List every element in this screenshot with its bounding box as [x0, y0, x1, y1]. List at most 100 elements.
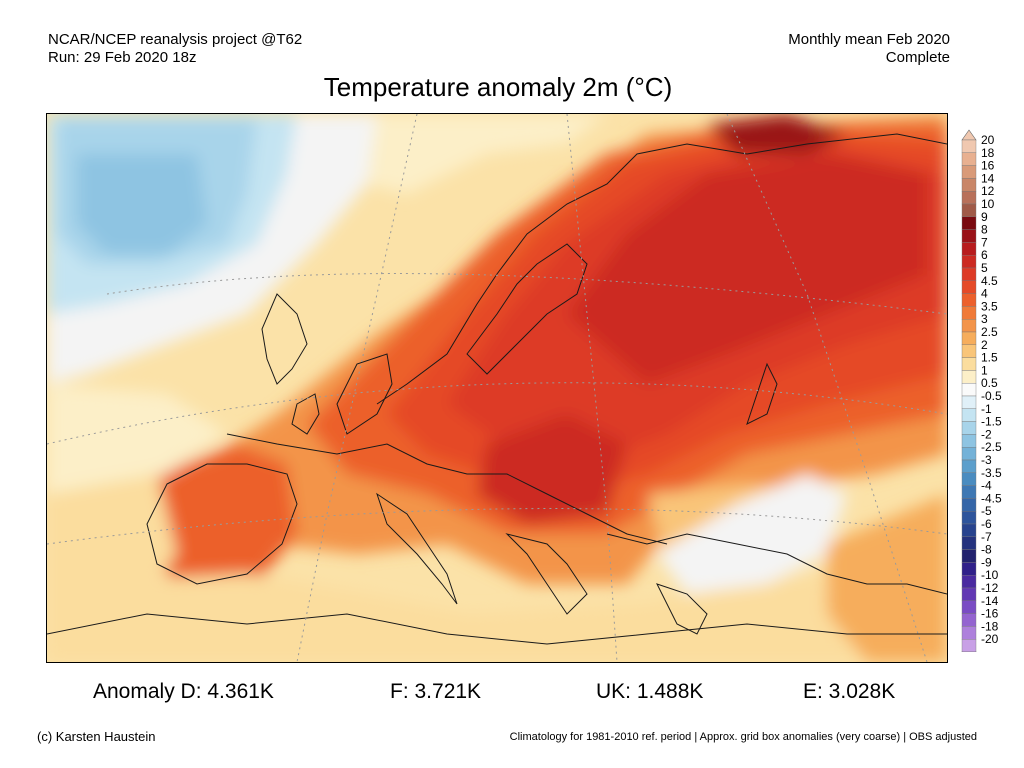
legend-tick-label: 18	[981, 146, 995, 160]
legend-swatch	[961, 178, 977, 192]
legend-tick-label: 8	[981, 223, 988, 237]
run-date-label: Run: 29 Feb 2020 18z	[48, 49, 197, 66]
anomaly-field	[47, 114, 947, 662]
color-scale-legend: 201816141210987654.543.532.521.510.5-0.5…	[961, 129, 1002, 652]
legend-swatch	[961, 357, 977, 371]
legend-swatch	[961, 229, 977, 243]
legend-swatch	[961, 267, 977, 282]
legend-tick-label: -2	[981, 427, 992, 441]
legend-tick-label: -5	[981, 504, 992, 518]
run-info: NCAR/NCEP reanalysis project @T62 Run: 2…	[48, 31, 302, 67]
legend-bands	[961, 129, 977, 652]
legend-tick-label: -9	[981, 555, 992, 569]
legend-tick-label: 1	[981, 363, 988, 377]
legend-swatch	[961, 152, 977, 166]
legend-tick-label: -12	[981, 581, 999, 595]
legend-tick-label: 2	[981, 338, 988, 352]
legend-tick-label: 7	[981, 235, 988, 249]
legend-swatch	[961, 587, 977, 602]
legend-tick-label: -2.5	[981, 440, 1002, 454]
legend-swatch	[961, 139, 977, 154]
legend-swatch	[961, 434, 977, 448]
stat-uk: UK: 1.488K	[596, 680, 704, 703]
legend-tick-label: -16	[981, 607, 999, 621]
stat-spain: E: 3.028K	[803, 680, 896, 703]
anomaly-map-svg	[47, 114, 947, 662]
legend-swatch	[961, 472, 977, 486]
period-info: Monthly mean Feb 2020 Complete	[788, 31, 950, 67]
coastlines	[47, 133, 947, 645]
legend-swatch	[961, 549, 977, 563]
legend-tick-label: 14	[981, 171, 995, 185]
legend-swatch	[961, 293, 977, 307]
legend-swatch	[961, 523, 977, 538]
legend-swatch	[961, 318, 977, 333]
legend-swatch	[961, 408, 977, 422]
credit-text: (c) Karsten Haustein	[37, 729, 156, 744]
legend-swatch	[961, 165, 977, 179]
legend-labels: 201816141210987654.543.532.521.510.5-0.5…	[981, 133, 1002, 646]
legend-tick-label: 12	[981, 184, 995, 198]
legend-swatch	[961, 639, 977, 652]
legend-swatch	[961, 562, 977, 576]
legend-tick-label: -14	[981, 594, 999, 608]
legend-tick-label: 20	[981, 133, 995, 147]
legend-tick-label: 10	[981, 197, 995, 211]
climatology-note: Climatology for 1981-2010 ref. period | …	[509, 731, 977, 743]
graticule	[47, 114, 947, 662]
period-label: Monthly mean Feb 2020	[788, 31, 950, 48]
legend-tick-label: -7	[981, 530, 992, 544]
legend-tick-label: 0.5	[981, 376, 998, 390]
legend-swatch	[961, 191, 977, 205]
legend-swatch	[961, 626, 977, 640]
legend-swatch	[961, 370, 977, 384]
legend-tick-label: 4	[981, 287, 988, 301]
legend-arrow-top	[961, 129, 977, 141]
legend-swatch	[961, 498, 977, 512]
dataset-label: NCAR/NCEP reanalysis project @T62	[48, 31, 303, 48]
legend-tick-label: -4	[981, 479, 992, 493]
legend-tick-label: 3	[981, 312, 988, 326]
legend-swatch	[961, 331, 977, 346]
legend-swatch	[961, 575, 977, 589]
anomaly-map	[46, 113, 948, 663]
legend-swatch	[961, 395, 977, 410]
stat-germany: Anomaly D: 4.361K	[93, 680, 274, 703]
legend-tick-label: 3.5	[981, 299, 998, 313]
legend-swatch	[961, 382, 977, 397]
legend-swatch	[961, 344, 977, 358]
legend-swatch	[961, 447, 977, 461]
stat-france: F: 3.721K	[390, 680, 482, 703]
legend-tick-label: -6	[981, 517, 992, 531]
legend-swatch	[961, 536, 977, 550]
legend-tick-label: -10	[981, 568, 999, 582]
legend-swatch	[961, 216, 977, 230]
legend-swatch	[961, 459, 977, 474]
legend-swatch	[961, 485, 977, 499]
legend-swatch	[961, 306, 977, 320]
legend-swatch	[961, 280, 977, 294]
legend-tick-label: -3.5	[981, 466, 1002, 480]
legend-tick-label: -1	[981, 402, 992, 416]
legend-tick-label: 2.5	[981, 325, 998, 339]
legend-swatch	[961, 242, 977, 256]
map-title: Temperature anomaly 2m (°C)	[323, 72, 673, 102]
legend-tick-label: -8	[981, 543, 992, 557]
legend-tick-label: 9	[981, 210, 988, 224]
legend-swatch	[961, 203, 977, 218]
legend-swatch	[961, 613, 977, 627]
legend-swatch	[961, 600, 977, 614]
legend-tick-label: 5	[981, 261, 988, 275]
legend-tick-label: 16	[981, 159, 995, 173]
legend-tick-label: 1.5	[981, 351, 998, 365]
legend-tick-label: 4.5	[981, 274, 998, 288]
legend-tick-label: -18	[981, 619, 999, 633]
legend-swatch	[961, 254, 977, 269]
legend-tick-label: -3	[981, 453, 992, 467]
legend-swatch	[961, 421, 977, 435]
status-label: Complete	[885, 49, 950, 66]
legend-tick-label: -1.5	[981, 415, 1002, 429]
legend-tick-label: -0.5	[981, 389, 1002, 403]
legend-tick-label: -20	[981, 632, 999, 646]
legend-tick-label: 6	[981, 248, 988, 262]
